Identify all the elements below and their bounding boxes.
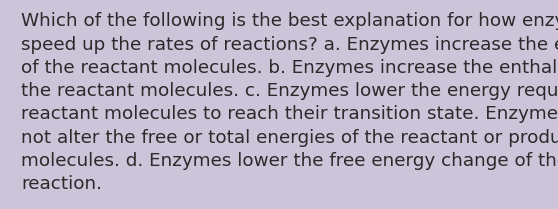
Text: Which of the following is the best explanation for how enzymes
speed up the rate: Which of the following is the best expla… bbox=[21, 12, 558, 194]
